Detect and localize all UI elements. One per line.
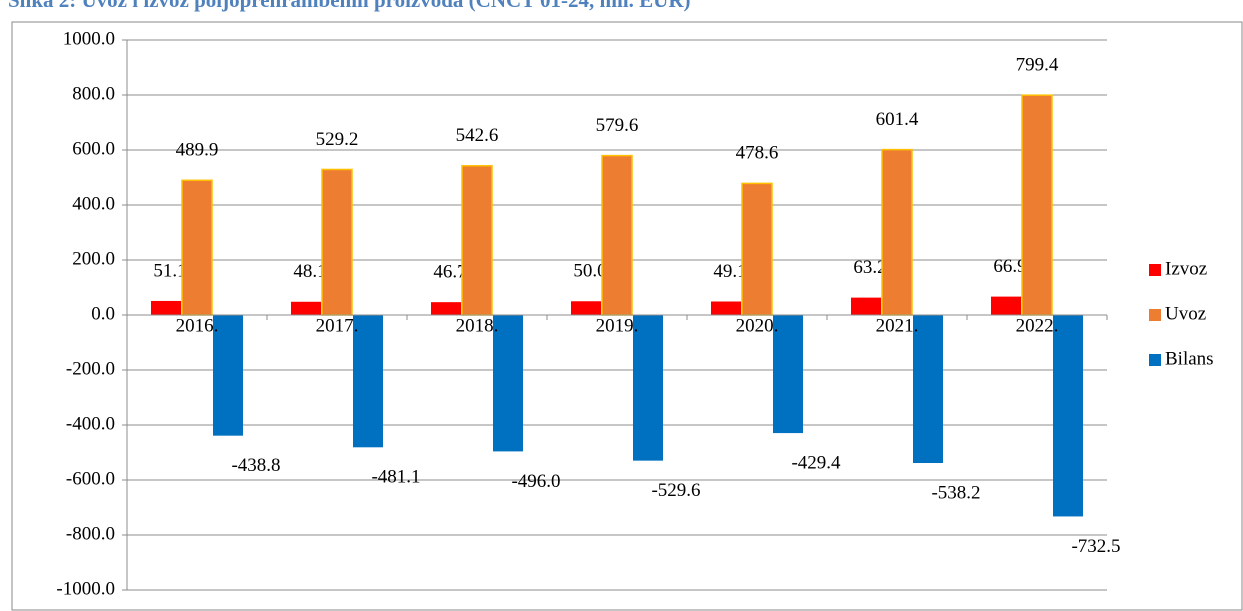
data-label: 48.1 [293, 261, 326, 282]
data-label: 542.6 [456, 125, 499, 146]
bar [601, 154, 633, 316]
data-label: 66.9 [993, 256, 1026, 277]
data-label: 46.7 [433, 262, 466, 283]
chart-title: Slika 2: Uvoz i izvoz poljoprehrambenih … [8, 0, 691, 12]
bar [1021, 94, 1053, 316]
legend-swatch [1149, 354, 1161, 366]
bar [851, 297, 881, 315]
data-label: 601.4 [876, 109, 919, 130]
bar [321, 168, 353, 316]
bar [881, 148, 913, 316]
y-tick-label: -400.0 [66, 413, 115, 434]
data-label: -481.1 [371, 467, 420, 488]
y-tick-label: 600.0 [72, 138, 115, 159]
x-tick-label: 2021. [876, 315, 919, 336]
bar [461, 165, 493, 316]
data-label: 50.0 [573, 261, 606, 282]
y-tick-label: 1000.0 [63, 28, 115, 49]
legend-swatch [1149, 309, 1161, 321]
data-label: -732.5 [1071, 536, 1120, 557]
bar [711, 301, 741, 315]
bar [773, 315, 803, 434]
bar [633, 315, 663, 461]
data-label: -529.6 [651, 480, 700, 501]
bar [291, 301, 321, 315]
bar [213, 315, 243, 436]
bar [431, 302, 461, 315]
data-label: -438.8 [231, 455, 280, 476]
data-label: -496.0 [511, 471, 560, 492]
bar [181, 179, 213, 316]
data-label: 489.9 [176, 140, 219, 161]
data-label: -429.4 [791, 452, 841, 473]
data-label: 478.6 [736, 143, 779, 164]
legend-swatch [1149, 264, 1161, 276]
bar [913, 315, 943, 464]
legend-label: Bilans [1165, 348, 1214, 369]
x-tick-label: 2016. [176, 315, 219, 336]
bar [741, 182, 773, 316]
y-tick-label: 800.0 [72, 83, 115, 104]
x-tick-label: 2022. [1016, 315, 1059, 336]
bar [151, 300, 181, 315]
bar [493, 315, 523, 452]
data-label: 49.1 [713, 261, 746, 282]
data-label: 579.6 [596, 115, 639, 136]
y-tick-label: -600.0 [66, 468, 115, 489]
bar [571, 301, 601, 315]
data-label: 63.2 [853, 257, 886, 278]
bar [1053, 315, 1083, 517]
data-label: 51.1 [153, 260, 186, 281]
y-tick-label: -800.0 [66, 523, 115, 544]
data-label: 529.2 [316, 129, 359, 150]
x-tick-label: 2018. [456, 315, 499, 336]
y-tick-label: -1000.0 [56, 578, 115, 599]
data-label: 799.4 [1016, 55, 1059, 76]
x-tick-label: 2017. [316, 315, 359, 336]
bar [991, 296, 1021, 315]
y-tick-label: 0.0 [91, 303, 115, 324]
x-tick-label: 2020. [736, 315, 779, 336]
data-label: -538.2 [931, 482, 980, 503]
x-tick-label: 2019. [596, 315, 639, 336]
y-tick-label: -200.0 [66, 358, 115, 379]
y-tick-label: 200.0 [72, 248, 115, 269]
legend-label: Uvoz [1165, 303, 1206, 324]
bar [353, 315, 383, 448]
legend-label: Izvoz [1165, 258, 1207, 279]
y-tick-label: 400.0 [72, 193, 115, 214]
